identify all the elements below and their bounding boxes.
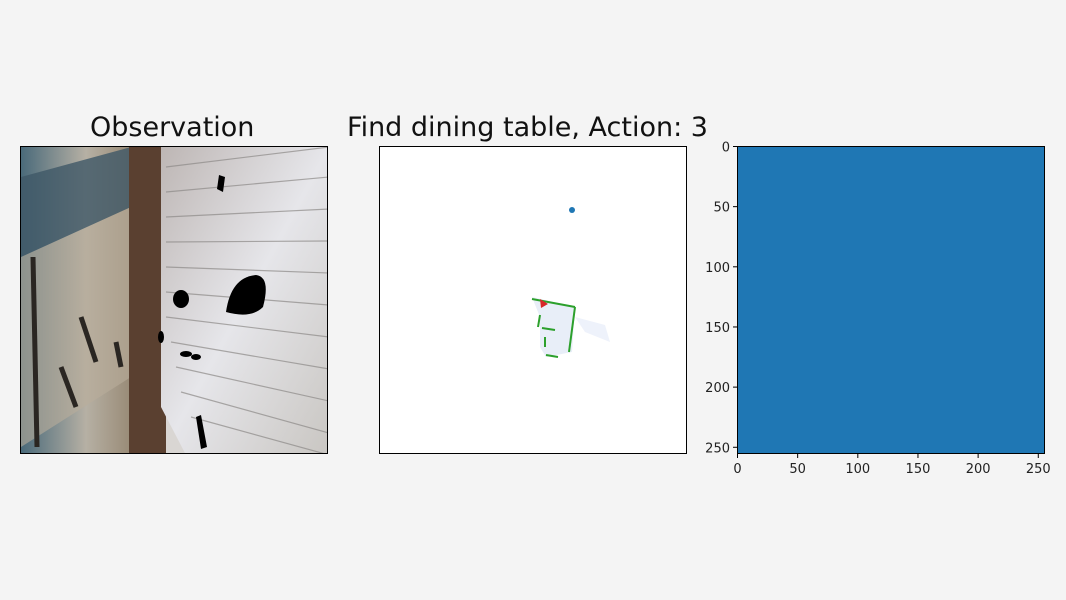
observation-title: Observation [90,112,255,143]
x-tick-label: 150 [906,462,931,477]
x-tick-label: 50 [789,462,806,477]
observation-image [20,146,328,454]
x-tick-label: 100 [845,462,870,477]
explored-area [532,297,575,357]
y-tick-label: 150 [705,321,730,336]
missing-depth-regions [158,175,266,449]
goal-marker [569,207,575,213]
x-tick-label: 200 [966,462,991,477]
y-tick-label: 200 [705,381,730,396]
y-tick-label: 50 [713,201,730,216]
value-map-axes: 0 50 100 150 200 250 0 50 100 150 200 250 [705,141,1051,478]
agent-arrow [540,299,548,308]
obstacle-map [531,298,576,358]
y-tick-label: 100 [705,261,730,276]
y-tick-label: 0 [722,141,730,156]
window-frame [129,147,166,453]
x-tick-label: 0 [733,462,741,477]
semantic-map [379,146,687,454]
value-map [737,146,1045,454]
y-tick-label: 250 [705,441,730,456]
x-tick-label: 250 [1026,462,1051,477]
map-title: Find dining table, Action: 3 [347,112,708,143]
